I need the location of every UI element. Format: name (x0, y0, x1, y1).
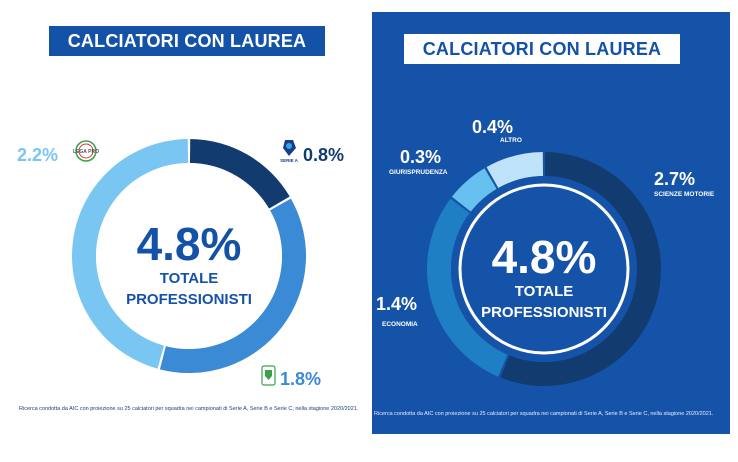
right-panel: CALCIATORI CON LAUREA 4.8% TOTALE PROFESSI… (372, 12, 730, 434)
donut-slice-scienze-motorie (500, 152, 661, 386)
left-panel: CALCIATORI CON LAUREA 4.8% TOTALE PROFESSI… (0, 0, 368, 434)
right-footnote: Ricerca condotta da AIC con proiezione s… (374, 411, 714, 417)
center-label-totale: TOTALE (160, 270, 219, 287)
svg-text:LEGA PRO: LEGA PRO (73, 149, 99, 155)
lega-pro-logo-icon: LEGA PRO (73, 140, 99, 162)
left-donut-chart: 4.8%TOTALE PROFESSIONISTI SERIE A 0.8% 2.2% L… (17, 139, 344, 389)
serie-b-logo-icon (261, 365, 276, 386)
label-serie-b-value: 1.8% (280, 369, 321, 389)
label-lega-pro-value: 2.2% (17, 145, 58, 165)
serie-a-logo-icon: SERIE A (280, 140, 299, 163)
donut-slice-economia (427, 198, 508, 377)
donut-hole (96, 163, 282, 349)
label-scienze-motorie-value: 2.7% (654, 169, 695, 189)
center-label-totale: TOTALE (515, 283, 574, 300)
donut-slice-altro (486, 152, 544, 188)
label-scienze-motorie-category: SCIENZE MOTORIE (654, 191, 715, 198)
inner-ring (458, 183, 630, 355)
right-donut-chart: 4.8%TOTALE PROFESSIONISTI 2.7% SCIENZE MOTO… (376, 117, 715, 386)
center-total-value: 4.8% (137, 218, 242, 270)
donut-slice-lega-pro (71, 139, 189, 369)
svg-text:SERIE A: SERIE A (280, 158, 299, 163)
label-economia-value: 1.4% (376, 294, 417, 314)
label-altro-value: 0.4% (472, 117, 513, 137)
label-giurisprudenza-value: 0.3% (400, 147, 441, 167)
center-label-professionisti: PROFESSIONISTI (481, 304, 607, 321)
label-economia-category: ECONOMIA (382, 321, 418, 328)
donut-slice-giurisprudenza (451, 168, 497, 212)
left-footnote: Ricerca condotta da AIC con proiezione s… (19, 406, 359, 412)
donut-slice-serie-a (189, 139, 290, 209)
center-total-value: 4.8% (492, 231, 597, 283)
right-title: CALCIATORI CON LAUREA (404, 34, 680, 64)
donut-slice-serie-bkt (159, 198, 306, 373)
left-title: CALCIATORI CON LAUREA (49, 26, 325, 56)
label-altro-category: ALTRO (500, 137, 522, 144)
center-label-professionisti: PROFESSIONISTI (126, 291, 252, 308)
label-serie-a-value: 0.8% (303, 145, 344, 165)
donut-hole (451, 176, 637, 362)
label-giurisprudenza-category: GIURISPRUDENZA (389, 169, 448, 176)
